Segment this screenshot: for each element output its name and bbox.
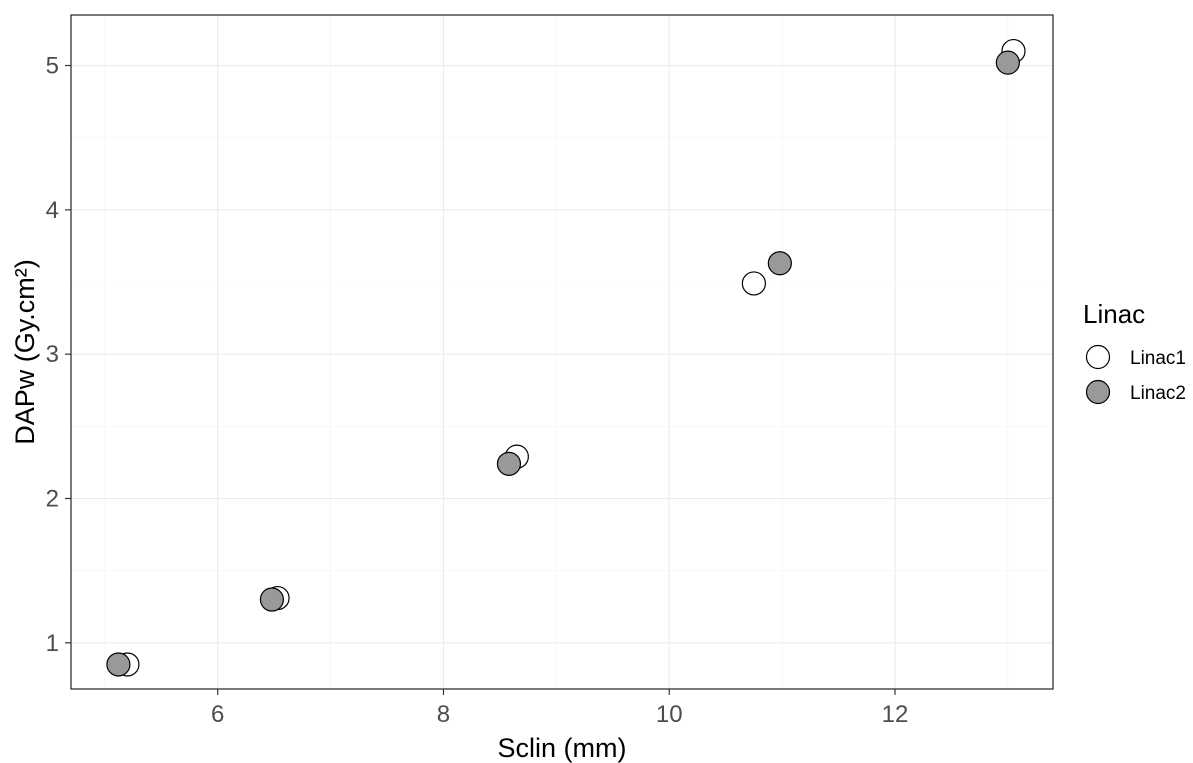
legend-title: Linac [1083, 299, 1145, 329]
point-linac1 [741, 271, 766, 296]
legend: Linac Linac1 Linac2 [1083, 299, 1186, 405]
y-tick-label: 1 [46, 630, 59, 657]
data-points [106, 38, 1026, 677]
plot-panel-border [70, 14, 1054, 690]
legend-label-linac1: Linac1 [1130, 348, 1186, 369]
y-tick-label: 2 [46, 485, 59, 512]
y-axis-title: DAPw (Gy.cm²) [10, 259, 40, 444]
point-linac2 [767, 251, 792, 276]
point-linac2 [995, 50, 1020, 75]
y-tick-label: 5 [46, 53, 59, 80]
x-tick-label: 12 [882, 701, 909, 728]
y-tick-label: 3 [46, 341, 59, 368]
x-tick-label: 10 [656, 701, 683, 728]
x-axis-title: Sclin (mm) [498, 733, 627, 763]
x-tick-label: 8 [437, 701, 450, 728]
x-tick-label: 6 [211, 701, 224, 728]
legend-key-linac2 [1085, 379, 1111, 405]
x-axis-ticks: 6 8 10 12 [211, 689, 908, 728]
point-linac2 [496, 451, 522, 476]
legend-key-linac1 [1085, 344, 1111, 370]
point-linac2 [106, 652, 131, 677]
legend-items: Linac1 Linac2 [1085, 344, 1186, 405]
y-axis-ticks: 1 2 3 4 5 [46, 53, 71, 657]
y-tick-label: 4 [46, 197, 59, 224]
legend-label-linac2: Linac2 [1130, 383, 1186, 404]
point-linac2 [259, 587, 285, 612]
grid-lines [71, 15, 1053, 689]
